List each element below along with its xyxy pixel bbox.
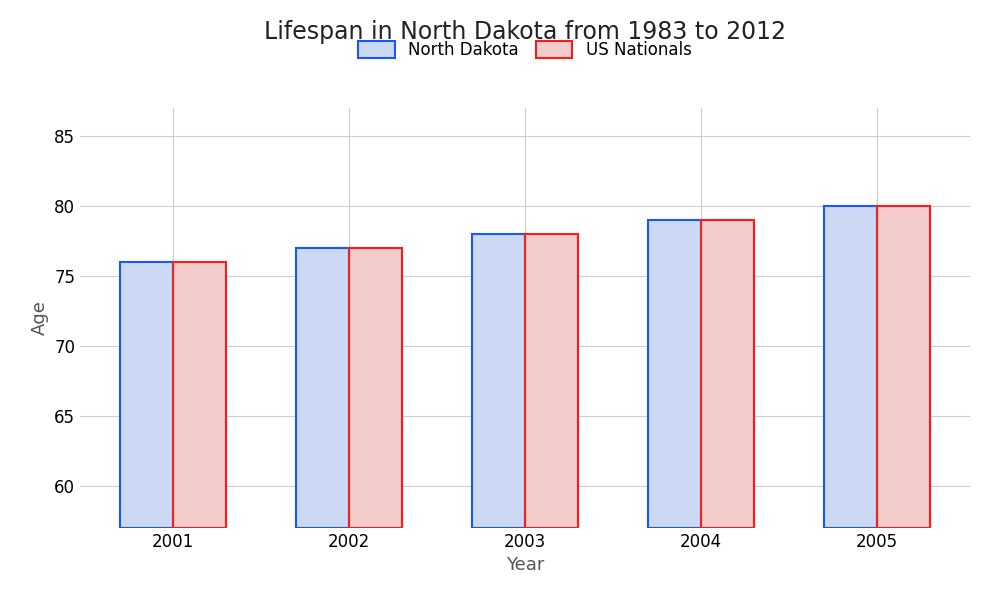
Bar bbox=[648, 220, 701, 528]
Bar bbox=[173, 262, 226, 528]
Bar bbox=[120, 262, 173, 528]
Bar bbox=[296, 248, 349, 528]
Bar bbox=[525, 234, 578, 528]
Bar bbox=[877, 206, 930, 528]
Bar bbox=[472, 234, 525, 528]
Bar bbox=[349, 248, 402, 528]
Bar bbox=[824, 206, 877, 528]
Y-axis label: Age: Age bbox=[31, 301, 49, 335]
Bar bbox=[701, 220, 754, 528]
X-axis label: Year: Year bbox=[506, 556, 544, 574]
Title: Lifespan in North Dakota from 1983 to 2012: Lifespan in North Dakota from 1983 to 20… bbox=[264, 20, 786, 44]
Legend: North Dakota, US Nationals: North Dakota, US Nationals bbox=[358, 41, 692, 59]
